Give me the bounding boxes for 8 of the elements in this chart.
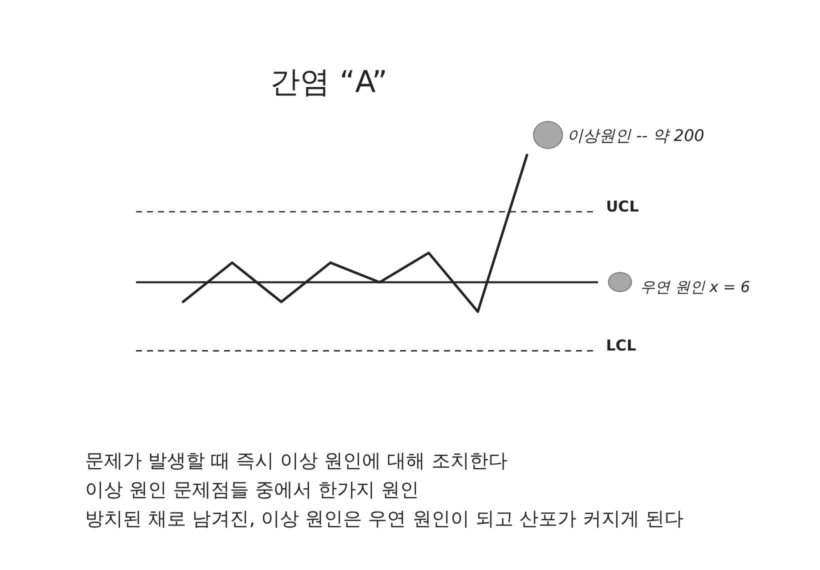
chart-title: 간염 “A”	[270, 64, 388, 102]
text: 이상원인 -- 약 200	[567, 126, 704, 146]
ref-line-label: UCL	[606, 198, 640, 216]
text: 우연 원인 x = 6	[640, 278, 750, 296]
text: 문제가 발생할 때 즉시 이상 원인에 대해 조치한다	[85, 449, 508, 474]
ref-line-label: LCL	[606, 336, 637, 355]
text: 방치된 채로 남겨진, 이상 원인은 우연 원인이 되고 산포가 커지게 된다	[85, 507, 684, 532]
text: 이상 원인 문제점들 중에서 한가지 원인	[85, 478, 420, 503]
